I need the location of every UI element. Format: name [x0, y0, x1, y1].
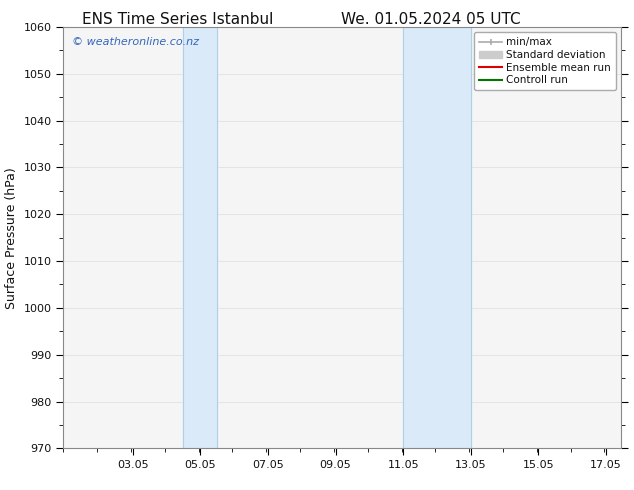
- Legend: min/max, Standard deviation, Ensemble mean run, Controll run: min/max, Standard deviation, Ensemble me…: [474, 32, 616, 90]
- Text: © weatheronline.co.nz: © weatheronline.co.nz: [72, 38, 199, 48]
- Bar: [183, 27, 217, 448]
- Text: We. 01.05.2024 05 UTC: We. 01.05.2024 05 UTC: [341, 12, 521, 27]
- Y-axis label: Surface Pressure (hPa): Surface Pressure (hPa): [5, 167, 18, 309]
- Text: ENS Time Series Istanbul: ENS Time Series Istanbul: [82, 12, 273, 27]
- Bar: [403, 27, 471, 448]
